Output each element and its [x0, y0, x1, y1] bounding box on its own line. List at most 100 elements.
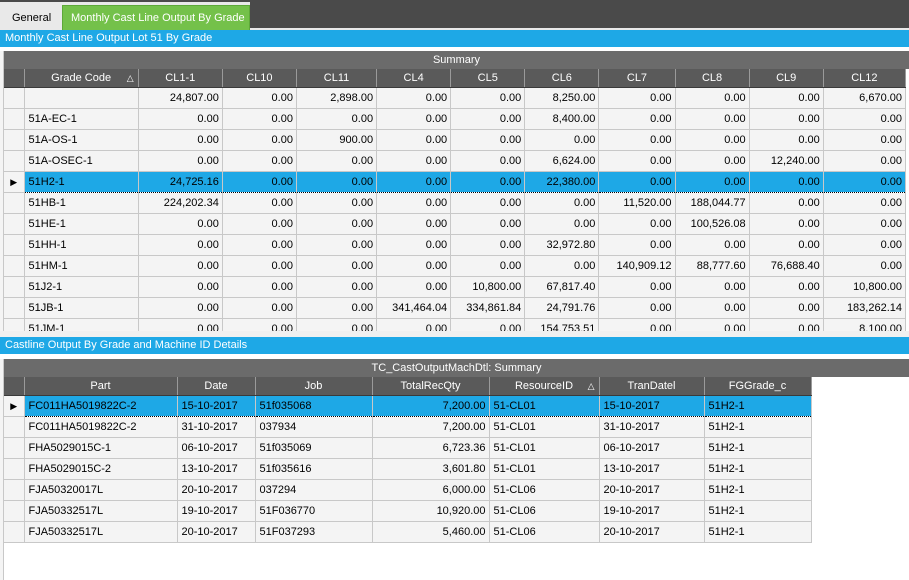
- row-selector[interactable]: [4, 318, 25, 331]
- grade-cell-cl12[interactable]: 0.00: [823, 108, 907, 130]
- grade-column-header-cl5[interactable]: CL5: [450, 69, 526, 88]
- grade-cell-cl1-1[interactable]: 0.00: [138, 150, 223, 172]
- grade-table-row[interactable]: 24,807.00 0.00 2,898.00 0.00 0.00 8,250.00 0.0…: [4, 87, 907, 109]
- grade-column-header-cl9[interactable]: CL9: [749, 69, 824, 88]
- details-table-row[interactable]: FC011HA5019822C-2 31-10-2017 037934 7,200.0…: [4, 416, 812, 438]
- grade-cell-grade-code[interactable]: 51HE-1: [24, 213, 139, 235]
- grade-cell-grade-code[interactable]: 51J2-1: [24, 276, 139, 298]
- grade-cell-cl8[interactable]: 188,044.77: [675, 192, 750, 214]
- grade-cell-cl1-1[interactable]: 0.00: [138, 255, 223, 277]
- grade-cell-grade-code[interactable]: [24, 87, 139, 109]
- details-column-header-job[interactable]: Job: [255, 377, 373, 396]
- grade-cell-cl12[interactable]: 8,100.00: [823, 318, 907, 331]
- details-cell-job[interactable]: 51f035068: [255, 395, 373, 417]
- row-selector[interactable]: [4, 213, 25, 235]
- grade-cell-cl6[interactable]: 24,791.76: [524, 297, 600, 319]
- grade-cell-cl4[interactable]: 0.00: [376, 129, 452, 151]
- details-cell-trandatel[interactable]: 20-10-2017: [599, 479, 705, 501]
- grade-cell-cl11[interactable]: 0.00: [296, 318, 378, 331]
- grade-cell-cl9[interactable]: 0.00: [749, 276, 824, 298]
- details-cell-totalrecqty[interactable]: 5,460.00: [372, 521, 490, 543]
- grade-cell-cl7[interactable]: 0.00: [598, 213, 676, 235]
- details-table-row[interactable]: FJA50320017L 20-10-2017 037294 6,000.00 51-C…: [4, 479, 812, 501]
- details-cell-date[interactable]: 19-10-2017: [177, 500, 256, 522]
- grade-cell-cl12[interactable]: 6,670.00: [823, 87, 907, 109]
- grade-cell-cl6[interactable]: 0.00: [524, 213, 600, 235]
- grade-cell-cl7[interactable]: 0.00: [598, 108, 676, 130]
- grade-cell-grade-code[interactable]: 51A-OSEC-1: [24, 150, 139, 172]
- grade-cell-cl4[interactable]: 0.00: [376, 87, 452, 109]
- grade-grid-container[interactable]: Grade Code △ CL1-1 CL10 CL11 CL4 CL5 CL6 CL7 CL8 C…: [0, 69, 909, 331]
- grade-table-row[interactable]: 51JB-1 0.00 0.00 0.00 341,464.04 334,861.84 24…: [4, 297, 907, 319]
- details-cell-resourceid[interactable]: 51-CL01: [489, 437, 600, 459]
- grade-cell-cl11[interactable]: 2,898.00: [296, 87, 378, 109]
- grade-cell-cl12[interactable]: 0.00: [823, 234, 907, 256]
- details-cell-trandatel[interactable]: 15-10-2017: [599, 395, 705, 417]
- grade-cell-cl9[interactable]: 0.00: [749, 192, 824, 214]
- grade-table-row[interactable]: 51A-OSEC-1 0.00 0.00 0.00 0.00 0.00 6,624.00 0.…: [4, 150, 907, 172]
- grade-cell-cl8[interactable]: 0.00: [675, 276, 750, 298]
- grade-cell-cl10[interactable]: 0.00: [222, 171, 297, 193]
- details-cell-fggrade-c[interactable]: 51H2-1: [704, 416, 812, 438]
- grade-cell-cl7[interactable]: 0.00: [598, 318, 676, 331]
- details-grid-container[interactable]: Part Date Job TotalRecQty ResourceID △ TranDat…: [0, 377, 909, 547]
- grade-cell-cl6[interactable]: 22,380.00: [524, 171, 600, 193]
- grade-cell-cl10[interactable]: 0.00: [222, 297, 297, 319]
- row-selector[interactable]: [4, 437, 25, 459]
- grade-cell-cl6[interactable]: 67,817.40: [524, 276, 600, 298]
- grade-cell-cl8[interactable]: 100,526.08: [675, 213, 750, 235]
- grade-cell-cl11[interactable]: 900.00: [296, 129, 378, 151]
- grade-cell-cl7[interactable]: 0.00: [598, 150, 676, 172]
- details-cell-trandatel[interactable]: 06-10-2017: [599, 437, 705, 459]
- grade-cell-grade-code[interactable]: 51JB-1: [24, 297, 139, 319]
- grade-table-row[interactable]: 51HE-1 0.00 0.00 0.00 0.00 0.00 0.00 0.00 100,52…: [4, 213, 907, 235]
- details-cell-fggrade-c[interactable]: 51H2-1: [704, 437, 812, 459]
- grade-cell-grade-code[interactable]: 51A-OS-1: [24, 129, 139, 151]
- row-selector[interactable]: [4, 500, 25, 522]
- grade-cell-cl1-1[interactable]: 224,202.34: [138, 192, 223, 214]
- grade-cell-cl6[interactable]: 0.00: [524, 129, 600, 151]
- grade-cell-cl5[interactable]: 0.00: [450, 108, 526, 130]
- row-selector[interactable]: [4, 521, 25, 543]
- tab-monthly-cast-line-output[interactable]: Monthly Cast Line Output By Grade: [62, 5, 250, 31]
- grade-cell-cl9[interactable]: 0.00: [749, 297, 824, 319]
- grade-cell-cl6[interactable]: 32,972.80: [524, 234, 600, 256]
- grade-column-header-grade-code[interactable]: Grade Code △: [24, 69, 139, 88]
- details-cell-part[interactable]: FHA5029015C-1: [24, 437, 178, 459]
- grade-cell-cl7[interactable]: 0.00: [598, 171, 676, 193]
- grade-cell-cl6[interactable]: 8,250.00: [524, 87, 600, 109]
- details-cell-resourceid[interactable]: 51-CL01: [489, 395, 600, 417]
- grade-column-header-cl1-1[interactable]: CL1-1: [138, 69, 223, 88]
- details-column-header-fggrade-c[interactable]: FGGrade_c: [704, 377, 812, 396]
- row-selector[interactable]: [4, 416, 25, 438]
- grade-cell-cl6[interactable]: 8,400.00: [524, 108, 600, 130]
- details-column-header-trandatel[interactable]: TranDatel: [599, 377, 705, 396]
- details-cell-date[interactable]: 31-10-2017: [177, 416, 256, 438]
- grade-cell-cl12[interactable]: 0.00: [823, 255, 907, 277]
- grade-cell-cl10[interactable]: 0.00: [222, 276, 297, 298]
- details-cell-resourceid[interactable]: 51-CL06: [489, 500, 600, 522]
- grade-cell-cl4[interactable]: 0.00: [376, 192, 452, 214]
- details-cell-job[interactable]: 51f035616: [255, 458, 373, 480]
- grade-cell-cl1-1[interactable]: 0.00: [138, 108, 223, 130]
- grade-table-row[interactable]: 51J2-1 0.00 0.00 0.00 0.00 10,800.00 67,817.40…: [4, 276, 907, 298]
- grade-column-header-cl11[interactable]: CL11: [296, 69, 378, 88]
- grade-cell-cl8[interactable]: 0.00: [675, 108, 750, 130]
- grade-cell-cl5[interactable]: 0.00: [450, 234, 526, 256]
- grade-cell-cl12[interactable]: 0.00: [823, 129, 907, 151]
- grade-cell-cl12[interactable]: 183,262.14: [823, 297, 907, 319]
- grade-cell-cl8[interactable]: 0.00: [675, 318, 750, 331]
- row-selector[interactable]: [4, 192, 25, 214]
- grade-cell-cl5[interactable]: 0.00: [450, 192, 526, 214]
- row-selector[interactable]: [4, 255, 25, 277]
- details-cell-date[interactable]: 20-10-2017: [177, 479, 256, 501]
- grade-cell-cl10[interactable]: 0.00: [222, 129, 297, 151]
- grade-cell-cl4[interactable]: 341,464.04: [376, 297, 452, 319]
- grade-cell-cl11[interactable]: 0.00: [296, 255, 378, 277]
- grade-cell-cl7[interactable]: 0.00: [598, 129, 676, 151]
- grade-column-header-cl6[interactable]: CL6: [524, 69, 600, 88]
- details-cell-trandatel[interactable]: 31-10-2017: [599, 416, 705, 438]
- grade-cell-cl9[interactable]: 0.00: [749, 129, 824, 151]
- grade-cell-cl6[interactable]: 0.00: [524, 255, 600, 277]
- grade-column-header-cl4[interactable]: CL4: [376, 69, 452, 88]
